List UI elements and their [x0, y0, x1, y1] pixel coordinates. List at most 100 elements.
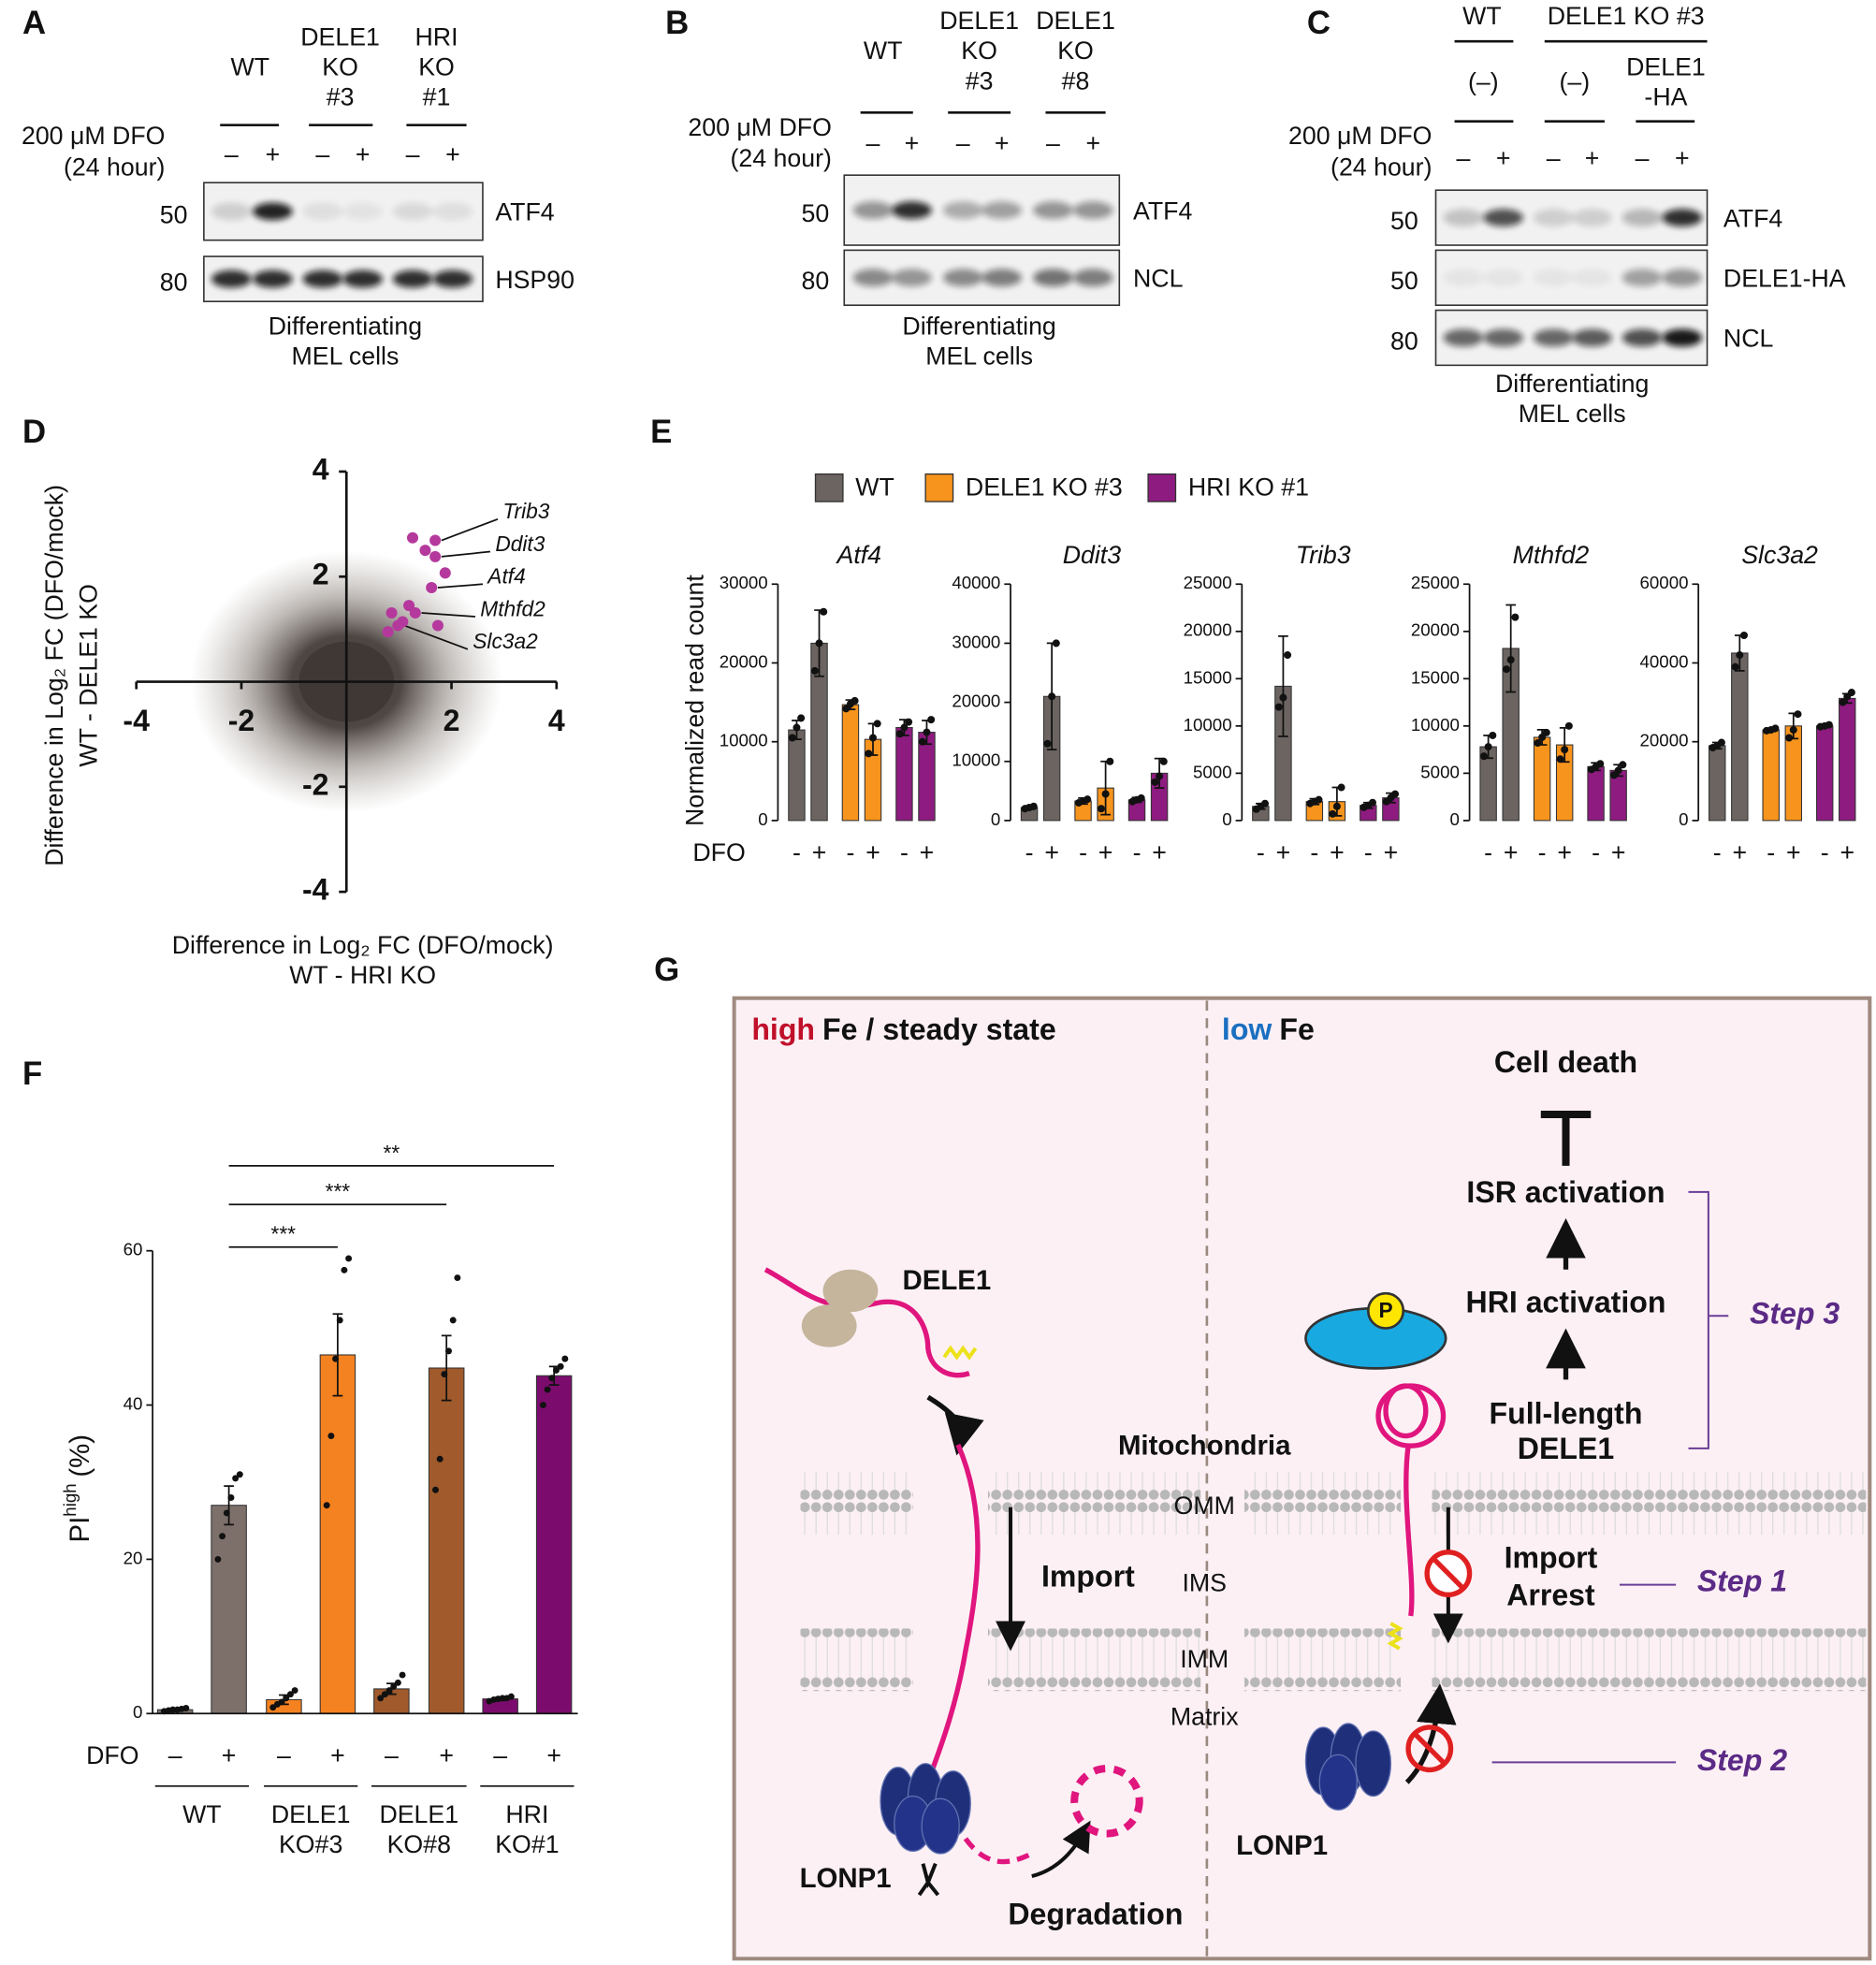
replicate-point [394, 1679, 401, 1686]
replicate-point [390, 1682, 398, 1690]
no-sign [1405, 1725, 1454, 1773]
replicate-point [278, 1698, 285, 1706]
membrane [987, 1628, 1201, 1692]
mts [942, 1345, 978, 1361]
y-tick-label: 20000 [1411, 620, 1460, 640]
lane-header: (–) [1560, 68, 1591, 96]
x-tick-label: - [1133, 838, 1142, 866]
y-tick-label: 30000 [952, 632, 1000, 651]
replicate-point [232, 1475, 240, 1482]
replicate-point [905, 718, 913, 726]
replicate-point [286, 1691, 294, 1698]
caption: MEL cells [925, 342, 1033, 370]
replicate-point [1368, 798, 1377, 807]
blot-label: ATF4 [1133, 196, 1192, 225]
replicate-point [1564, 721, 1573, 730]
group-label: KO#3 [279, 1830, 342, 1858]
error-bar [1278, 634, 1288, 737]
replicate-point [1097, 805, 1105, 813]
error-bar [332, 1313, 343, 1397]
x-tick-label: - [1538, 838, 1547, 866]
replicate-point [1315, 795, 1323, 804]
label-leader [441, 517, 499, 542]
condition-emph: low [1222, 1012, 1273, 1046]
replicate-point [445, 1347, 453, 1355]
x-tick-label: - [1484, 838, 1492, 866]
replicate-point [923, 728, 931, 736]
replicate-point [810, 666, 819, 675]
group-label: WT [182, 1800, 222, 1828]
no-sign-bar [1431, 1556, 1465, 1591]
group-label: KO#8 [387, 1830, 451, 1858]
lane-header: HRI [414, 23, 458, 51]
x-tick-label: - [1713, 838, 1722, 866]
band [1533, 328, 1574, 347]
membrane [800, 1628, 913, 1692]
blot-label: ATF4 [1723, 204, 1782, 232]
lonp1 [921, 1798, 960, 1855]
y-tick-label: 5000 [1193, 762, 1232, 781]
replicate-point [1484, 743, 1492, 751]
membrane [1243, 1628, 1402, 1692]
chart-title: Slc3a2 [1741, 541, 1818, 569]
chart-title: Trib3 [1296, 541, 1351, 569]
panel-letter: G [654, 953, 679, 988]
band [892, 201, 932, 219]
band [852, 269, 894, 287]
error-bar [1505, 604, 1517, 693]
y-tick-label: 25000 [1411, 573, 1460, 592]
x-tick-label: – [277, 1741, 291, 1769]
replicate-point [1534, 739, 1542, 748]
y-tick-label: 10000 [1184, 715, 1232, 735]
y-axis-label: WT - DELE1 KO [74, 584, 102, 766]
x-axis-label: DFO [692, 838, 745, 866]
bar [1533, 736, 1551, 822]
replicate-point [1717, 738, 1725, 747]
y-tick-label: 20000 [1639, 731, 1688, 750]
replicate-point [1489, 731, 1497, 739]
band [211, 202, 252, 221]
bar [1731, 652, 1749, 822]
treatment-label: 200 μM DFO [22, 122, 165, 150]
pathway-label: HRI activation [1466, 1286, 1666, 1319]
band [942, 269, 983, 287]
band [1443, 328, 1484, 347]
replicate-point [1771, 724, 1780, 733]
panel-letter: F [22, 1056, 42, 1092]
condition-header: low Fe [1222, 1012, 1315, 1046]
band [253, 269, 293, 288]
pathway-label: DELE1 [1518, 1432, 1614, 1465]
highlight-point [385, 606, 398, 619]
replicate-point [868, 734, 878, 742]
significance-label: ** [384, 1141, 400, 1165]
panel-letter: E [650, 415, 672, 450]
replicate-point [454, 1274, 461, 1282]
replicate-point [182, 1705, 190, 1711]
replicate-point [1839, 698, 1847, 706]
arrest-label: Import [1505, 1540, 1598, 1574]
x-axis-label: DFO [86, 1741, 138, 1769]
y-tick-label: -4 [302, 873, 329, 907]
band [1483, 209, 1524, 226]
size-marker: 50 [1390, 207, 1418, 235]
band [1033, 269, 1073, 287]
x-axis-label: Difference in Log₂ FC (DFO/mock) [172, 931, 554, 959]
y-tick-label: 10000 [952, 750, 1000, 770]
size-marker: 80 [1390, 327, 1418, 355]
highlight-point [419, 545, 431, 557]
replicate-point [214, 1555, 222, 1563]
x-tick-label: -4 [123, 704, 150, 737]
y-tick-label: 0 [758, 809, 767, 829]
y-tick-label: 15000 [1184, 667, 1232, 687]
replicate-point [1825, 720, 1833, 729]
compartment-label: OMM [1174, 1492, 1235, 1520]
y-tick-label: 40000 [952, 573, 1000, 592]
pathway-label: ISR activation [1466, 1175, 1665, 1209]
lane-header: #8 [1062, 66, 1090, 95]
lane-header: DELE1 [939, 7, 1019, 35]
condition-rest: Fe / steady state [822, 1012, 1056, 1046]
mts [1387, 1622, 1403, 1651]
step-label: Step 2 [1697, 1743, 1787, 1777]
caption: Differentiating [1495, 370, 1649, 398]
error-bar [224, 1485, 234, 1526]
